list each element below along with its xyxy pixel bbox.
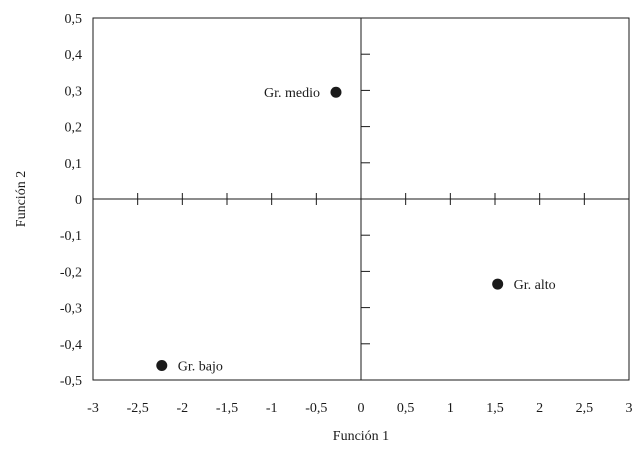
y-tick-label: 0,2	[65, 121, 83, 136]
y-tick-labels: 0,5 0,4 0,3 0,2 0,1 0 -0,1 -0,2 -0,3 -0,4 -0,5	[60, 12, 82, 389]
y-tick-label: 0,4	[65, 48, 83, 63]
y-axis-label: Función 2	[14, 171, 29, 227]
y-tick-label: 0,1	[65, 157, 83, 172]
x-tick-label: 3	[626, 401, 633, 416]
x-tick-label: 1,5	[486, 401, 504, 416]
point-label: Gr. alto	[514, 278, 556, 293]
data-points: Gr. medio Gr. alto Gr. bajo	[156, 86, 556, 375]
y-tick-label: -0,1	[60, 229, 82, 244]
y-tick-label: -0,5	[60, 374, 82, 389]
y-tick-label: 0	[75, 193, 82, 208]
data-point	[156, 360, 168, 372]
y-tick-label: 0,3	[65, 84, 83, 99]
data-point	[492, 278, 504, 290]
y-tick-label: -0,4	[60, 338, 82, 353]
x-tick-label: 1	[447, 401, 454, 416]
x-tick-label: -1,5	[216, 401, 238, 416]
data-point	[330, 86, 342, 98]
axis-ticks	[137, 53, 585, 345]
x-axis-label: Función 1	[333, 429, 389, 444]
x-tick-label: 2,5	[576, 401, 594, 416]
y-tick-label: -0,2	[60, 265, 82, 280]
x-tick-label: 0,5	[397, 401, 415, 416]
point-label: Gr. bajo	[178, 360, 223, 375]
point-label: Gr. medio	[264, 86, 320, 101]
x-tick-label: -0,5	[305, 401, 327, 416]
x-tick-labels: -3 -2,5 -2 -1,5 -1 -0,5 0 0,5 1 1,5 2 2,5 3	[87, 401, 632, 416]
y-tick-label: -0,3	[60, 302, 82, 317]
y-tick-label: 0,5	[65, 12, 83, 27]
x-tick-label: -2,5	[127, 401, 149, 416]
x-tick-label: 2	[536, 401, 543, 416]
x-tick-label: 0	[358, 401, 365, 416]
x-tick-label: -3	[87, 401, 99, 416]
x-tick-label: -1	[266, 401, 278, 416]
x-tick-label: -2	[176, 401, 188, 416]
